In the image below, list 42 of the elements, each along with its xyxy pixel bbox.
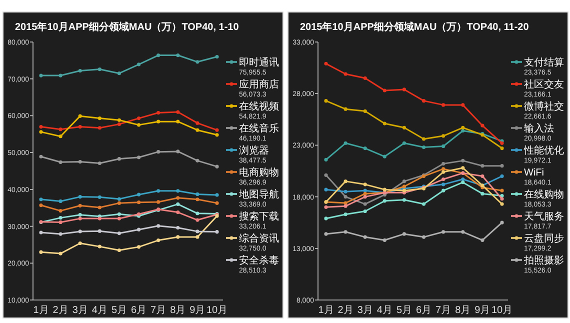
- legend-label: 综合资讯: [239, 232, 279, 244]
- x-tick-label: 6月: [416, 305, 432, 316]
- x-tick-label: 10月: [491, 305, 513, 316]
- legend-label: 地图导航: [238, 188, 279, 200]
- chart-title: 2015年10月APP细分领域MAU（万）TOP40, 11-20: [300, 21, 530, 33]
- legend-label: WiFi: [524, 168, 544, 178]
- legend-label: 天气服务: [524, 210, 564, 222]
- x-tick-label: 4月: [376, 305, 392, 316]
- x-tick-label: 10月: [206, 305, 228, 316]
- legend-label: 社区交友: [524, 78, 564, 90]
- x-tick-label: 7月: [436, 305, 452, 316]
- x-tick-label: 7月: [150, 305, 166, 316]
- x-tick-label: 8月: [170, 305, 186, 316]
- legend-label: 电商购物: [239, 166, 279, 178]
- chart-title: 2015年10月APP细分领域MAU（万）TOP40, 1-10: [15, 21, 240, 33]
- legend-label: 应用商店: [239, 78, 279, 90]
- x-tick-label: 6月: [130, 305, 147, 316]
- legend-label: 云盘同步: [524, 232, 564, 244]
- legend-label: 性能优化: [523, 144, 564, 156]
- legend-label: 安全杀毒: [239, 254, 279, 266]
- legend-label: 浏览器: [239, 144, 269, 156]
- x-tick-label: 9月: [190, 305, 206, 316]
- legend-label: 搜索下载: [239, 210, 279, 222]
- x-tick-label: 3月: [72, 305, 88, 316]
- x-tick-label: 8月: [455, 305, 471, 316]
- x-tick-label: 4月: [92, 305, 108, 316]
- legend-label: 微博社交: [524, 100, 564, 112]
- legend-label: 在线购物: [524, 188, 564, 200]
- x-tick-label: 1月: [33, 305, 49, 316]
- x-tick-label: 9月: [474, 305, 490, 316]
- x-tick-label: 5月: [396, 305, 412, 316]
- x-tick-label: 2月: [338, 305, 354, 316]
- x-tick-label: 1月: [318, 305, 334, 316]
- legend-label: 在线音乐: [239, 122, 279, 134]
- legend-label: 拍照摄影: [523, 254, 564, 266]
- x-tick-label: 3月: [357, 305, 373, 316]
- legend-label: 支付结算: [524, 56, 564, 68]
- legend-label: 输入法: [524, 122, 554, 134]
- legend-label: 即时通讯: [239, 56, 279, 68]
- x-tick-label: 2月: [52, 305, 68, 316]
- x-tick-label: 5月: [111, 305, 128, 316]
- legend-label: 在线视频: [239, 100, 279, 112]
